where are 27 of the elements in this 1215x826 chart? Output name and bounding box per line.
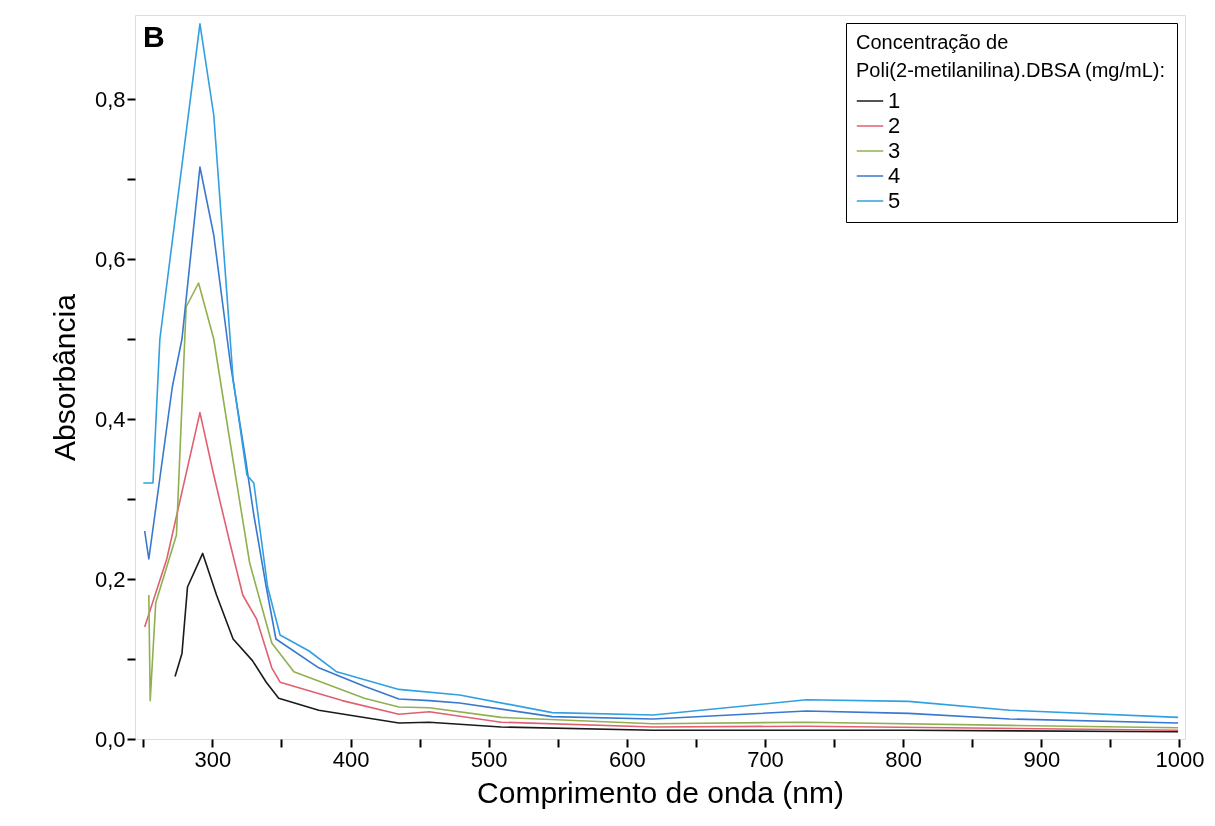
x-tick-label: 500 [470, 746, 508, 772]
x-tick-label: 800 [885, 746, 923, 772]
line-series [174, 552, 1179, 733]
annotation: B [143, 20, 165, 53]
line-series [143, 411, 1179, 731]
line-series [142, 23, 1179, 719]
legend-title: Concentração de Poli(2-metilanilina).DBSA (mg/mL): [856, 31, 1165, 81]
y-tick-label: 0,8 [94, 86, 126, 112]
x-tick-label: 900 [1023, 746, 1061, 772]
x-tick-label: 300 [194, 746, 232, 772]
x-tick-label: 1000 [1155, 746, 1205, 772]
line-series [143, 166, 1179, 724]
y-tick-label: 0,4 [94, 406, 126, 432]
x-tick-label: 400 [332, 746, 370, 772]
legend-label: 1 [888, 88, 901, 113]
legend-label: 4 [888, 163, 901, 188]
legend-label: 3 [888, 138, 901, 163]
y-tick-label: 0,0 [94, 726, 126, 752]
y-tick-label: 0,2 [94, 566, 126, 592]
x-tick-label: 700 [747, 746, 784, 772]
y-axis-title: Absorbância [47, 293, 81, 461]
legend-label: 2 [888, 113, 901, 138]
legend-label: 5 [888, 188, 901, 213]
line-series [148, 282, 1179, 729]
x-axis-title: Comprimento de onda (nm) [477, 775, 844, 809]
y-tick-label: 0,6 [94, 246, 126, 272]
x-tick-label: 600 [608, 746, 646, 772]
